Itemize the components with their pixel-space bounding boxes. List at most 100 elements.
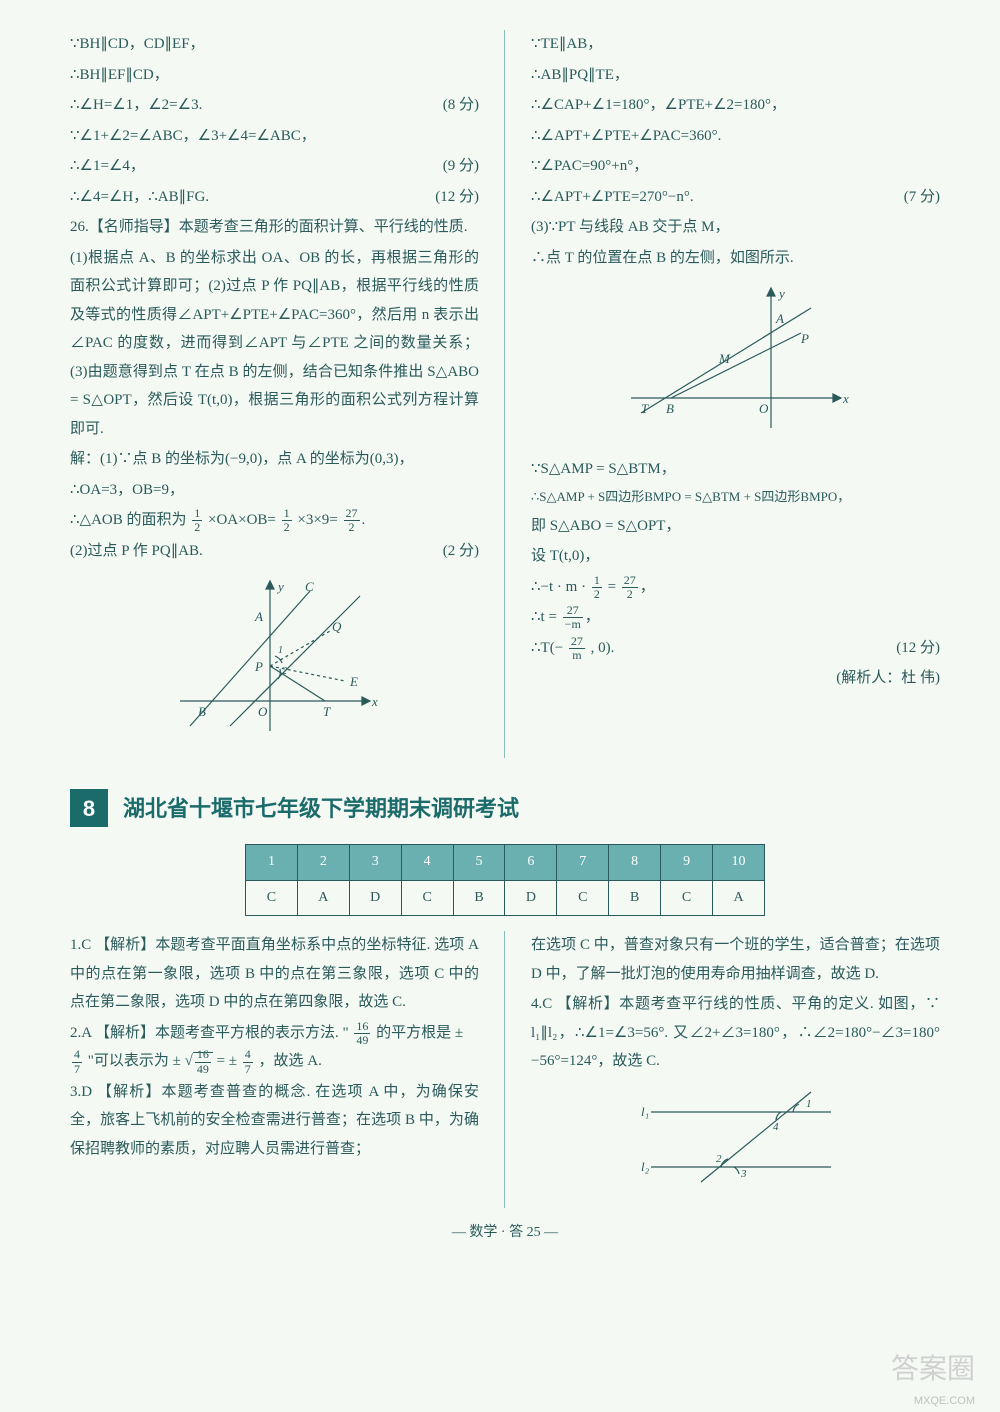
svg-text:Q: Q	[332, 619, 342, 634]
svg-text:E: E	[349, 674, 358, 689]
text: ∴t =	[531, 609, 557, 625]
svg-text:y: y	[276, 579, 284, 594]
col-head: 9	[661, 845, 713, 881]
figure-3: l₁ l₂ 1 4 2 3	[531, 1082, 940, 1203]
svg-text:T: T	[641, 401, 649, 416]
text: =	[608, 579, 616, 595]
svg-text:C: C	[305, 579, 314, 594]
text: ∴∠APT+∠PTE=270°−n°.	[531, 189, 694, 205]
proof-line: ∴∠1=∠4， (9 分)	[70, 152, 479, 181]
text: "可以表示为 ±	[88, 1053, 181, 1069]
col-head: 7	[557, 845, 609, 881]
sol-line: ∴△AOB 的面积为 12 ×OA×OB= 12 ×3×9= 272.	[70, 506, 479, 535]
q2: 2.A 【解析】本题考查平方根的表示方法. " 1649 的平方根是 ± 47 …	[70, 1019, 479, 1076]
proof-line: ∴BH∥EF∥CD，	[70, 61, 479, 90]
q1: 1.C 【解析】本题考查平面直角坐标系中点的坐标特征. 选项 A 中的点在第一象…	[70, 931, 479, 1017]
text: ，故选 A.	[259, 1053, 322, 1069]
svg-text:l₂: l₂	[641, 1159, 650, 1174]
proof-line: ∴AB∥PQ∥TE，	[531, 61, 940, 90]
cell: C	[661, 880, 713, 916]
q3: 3.D 【解析】本题考查普查的概念. 在选项 A 中，为确保安全，旅客上飞机前的…	[70, 1078, 479, 1164]
col-head: 3	[349, 845, 401, 881]
section-number-badge: 8	[70, 789, 108, 827]
cell: B	[609, 880, 661, 916]
svg-text:B: B	[666, 401, 674, 416]
answer-table: 1 2 3 4 5 6 7 8 9 10 C A D C B D C B C A	[245, 844, 765, 916]
svg-text:y: y	[777, 286, 785, 301]
proof-line: 设 T(t,0)，	[531, 542, 940, 571]
right-column: ∵TE∥AB， ∴AB∥PQ∥TE， ∴∠CAP+∠1=180°，∠PTE+∠2…	[531, 30, 940, 758]
col-head: 5	[453, 845, 505, 881]
svg-text:B: B	[198, 704, 206, 719]
proof-line: ∴点 T 的位置在点 B 的左侧，如图所示.	[531, 244, 940, 273]
cell: C	[401, 880, 453, 916]
proof-line: ∴T(− 27m , 0). (12 分)	[531, 634, 940, 663]
figure-1: y x A C Q P E B O T 1 2	[70, 571, 479, 752]
svg-text:P: P	[254, 659, 263, 674]
svg-text:M: M	[718, 351, 731, 366]
cell: A	[297, 880, 349, 916]
section-title-text: 湖北省十堰市七年级下学期期末调研考试	[123, 788, 519, 830]
proof-line: ∵TE∥AB，	[531, 30, 940, 59]
proof-line: ∵∠PAC=90°+n°，	[531, 152, 940, 181]
q26-guide-body: (1)根据点 A、B 的坐标求出 OA、OB 的长，再根据三角形的面积公式计算即…	[70, 244, 479, 444]
svg-text:l₁: l₁	[641, 1104, 649, 1119]
proof-line: ∴∠APT+∠PTE=270°−n°.(7 分)	[531, 183, 940, 212]
svg-text:2: 2	[716, 1153, 722, 1165]
sol-line: ∴OA=3，OB=9，	[70, 476, 479, 505]
text: ×3×9=	[297, 512, 337, 528]
svg-text:1: 1	[278, 645, 283, 656]
cell: D	[349, 880, 401, 916]
col-head: 1	[246, 845, 298, 881]
text: ∴∠1=∠4，	[70, 158, 145, 174]
score: (2 分)	[443, 537, 479, 566]
watermark-icon: 答案圈	[891, 1347, 975, 1387]
column-divider	[504, 931, 506, 1208]
figure-2: y x A P M B T O	[531, 278, 940, 449]
svg-text:O: O	[759, 401, 769, 416]
proof-line: ∴t = 27−m，	[531, 603, 940, 632]
bottom-left-column: 1.C 【解析】本题考查平面直角坐标系中点的坐标特征. 选项 A 中的点在第一象…	[70, 931, 479, 1208]
score: (12 分)	[435, 183, 479, 212]
col-head: 6	[505, 845, 557, 881]
proof-line: ∴∠4=∠H，∴AB∥FG. (12 分)	[70, 183, 479, 212]
proof-line: ∵∠1+∠2=∠ABC，∠3+∠4=∠ABC，	[70, 122, 479, 151]
proof-line: ∵BH∥CD，CD∥EF，	[70, 30, 479, 59]
score: (8 分)	[443, 91, 479, 120]
proof-line: ∴∠H=∠1，∠2=∠3. (8 分)	[70, 91, 479, 120]
column-divider	[504, 30, 506, 758]
cell: C	[557, 880, 609, 916]
text: ∴∠H=∠1，∠2=∠3.	[70, 97, 202, 113]
svg-text:O: O	[258, 704, 268, 719]
svg-text:1: 1	[806, 1098, 812, 1110]
proof-line: 即 S△ABO = S△OPT，	[531, 512, 940, 541]
svg-text:2: 2	[282, 666, 287, 677]
text: ∴△AOB 的面积为	[70, 512, 187, 528]
col-head: 8	[609, 845, 661, 881]
proof-line: ∴−t · m · 12 = 272，	[531, 573, 940, 602]
table-row: C A D C B D C B C A	[246, 880, 765, 916]
credit: (解析人：杜 伟)	[531, 664, 940, 693]
col-head: 10	[713, 845, 765, 881]
col-head: 2	[297, 845, 349, 881]
svg-text:4: 4	[773, 1121, 779, 1133]
proof-line: (3)∵PT 与线段 AB 交于点 M，	[531, 213, 940, 242]
cell: B	[453, 880, 505, 916]
text: ∴∠4=∠H，∴AB∥FG.	[70, 189, 209, 205]
bottom-right-column: 在选项 C 中，普查对象只有一个班的学生，适合普查；在选项 D 中，了解一批灯泡…	[531, 931, 940, 1208]
text: ×OA×OB=	[208, 512, 276, 528]
svg-text:x: x	[842, 391, 849, 406]
col-head: 4	[401, 845, 453, 881]
sol-line: (2)过点 P 作 PQ∥AB.	[70, 537, 479, 566]
q26-guide: 26.【名师指导】本题考查三角形的面积计算、平行线的性质.	[70, 213, 479, 242]
page-footer: — 数学 · 答 25 —	[70, 1220, 940, 1247]
cell: A	[713, 880, 765, 916]
svg-text:A: A	[254, 609, 263, 624]
svg-text:T: T	[323, 704, 331, 719]
score: (9 分)	[443, 152, 479, 181]
table-head-row: 1 2 3 4 5 6 7 8 9 10	[246, 845, 765, 881]
text: ∴T(−	[531, 640, 563, 656]
text: ∴−t · m ·	[531, 579, 586, 595]
score: (12 分)	[896, 634, 940, 663]
proof-line: ∴∠APT+∠PTE+∠PAC=360°.	[531, 122, 940, 151]
